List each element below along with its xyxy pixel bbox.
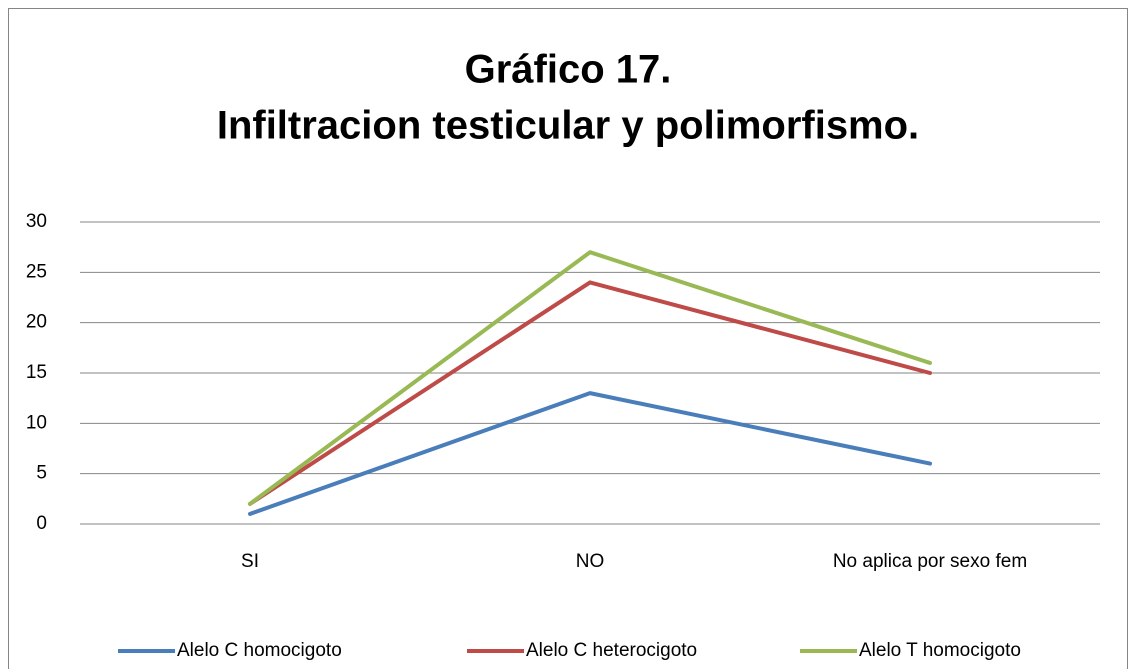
y-tick-label: 20 xyxy=(26,312,47,333)
x-tick-label: NO xyxy=(576,551,605,572)
y-tick-label: 0 xyxy=(36,513,47,534)
series-line xyxy=(248,391,932,516)
x-tick-label: SI xyxy=(241,551,259,572)
y-tick-label: 15 xyxy=(26,362,47,383)
legend-label: Alelo C heterocigoto xyxy=(526,640,697,661)
y-tick-label: 5 xyxy=(36,463,47,484)
chart-border xyxy=(8,8,1128,669)
chart-title: Gráfico 17. xyxy=(465,48,672,92)
series-line xyxy=(248,250,932,506)
legend-label: Alelo C homocigoto xyxy=(177,640,342,661)
x-tick-label: No aplica por sexo fem xyxy=(833,551,1027,572)
y-tick-label: 30 xyxy=(26,211,47,232)
series-line xyxy=(248,280,932,506)
chart-title: Infiltracion testicular y polimorfismo. xyxy=(217,104,919,148)
y-tick-label: 10 xyxy=(26,412,47,433)
legend-label: Alelo T homocigoto xyxy=(859,640,1021,661)
y-tick-label: 25 xyxy=(26,261,47,282)
